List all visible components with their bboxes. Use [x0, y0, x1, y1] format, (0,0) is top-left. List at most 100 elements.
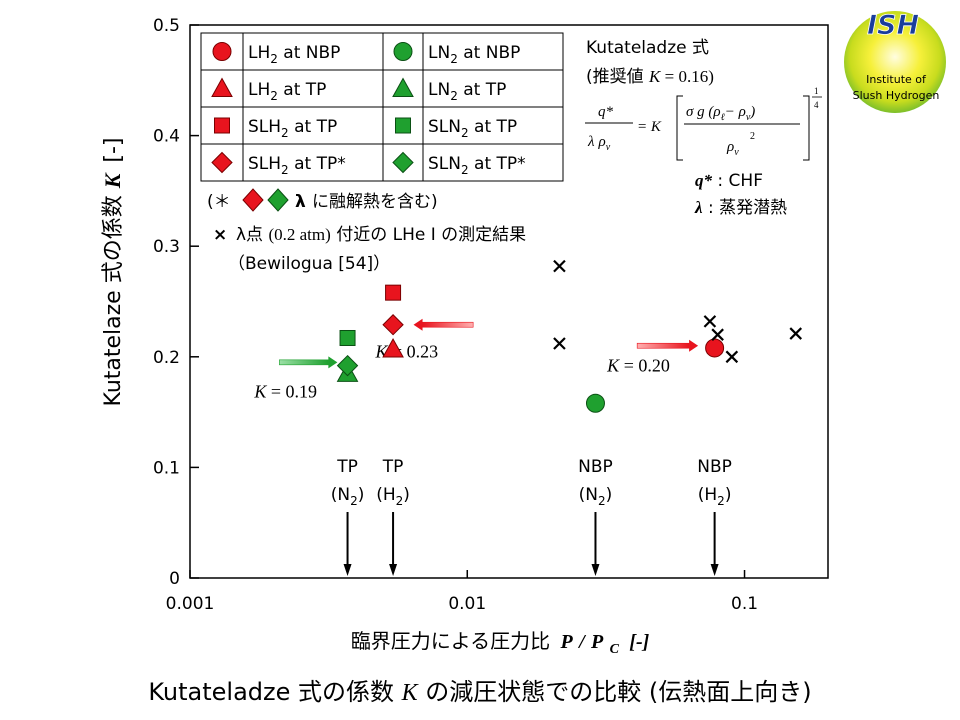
formula-lhs-den-rho: ρ: [598, 134, 606, 150]
lhe_lambda-point: [703, 315, 717, 328]
lhe-note-text: λ点 (0.2 atm) 付近の LHe Ⅰ の測定結果: [236, 225, 526, 245]
annotation-value: = 0.19: [266, 381, 317, 401]
slh2_tp_star-point: [382, 314, 404, 336]
ish-logo-text: ISH: [867, 10, 919, 41]
ref-line-label-main: (H: [376, 485, 395, 505]
formula-bracket-left: [676, 95, 683, 161]
ish-logo-circle: [844, 11, 946, 113]
legend-label-tail: at TP: [469, 117, 518, 137]
ref-line-label: (N2): [579, 485, 613, 508]
ln2_nbp-point: [585, 393, 605, 413]
legend-label: LH2 at TP: [248, 80, 326, 103]
ish-logo-line1: Institute of: [866, 73, 927, 86]
legend-label-tail: at TP: [278, 80, 327, 100]
formula-rhs-num-sub2: v: [746, 112, 751, 123]
legend-label-sub: 2: [270, 89, 278, 103]
formula-subtitle: (推奨値 K = 0.16): [586, 67, 714, 87]
y-axis: 0 0.1 0.2 0.3 0.4 0.5: [153, 16, 199, 589]
legend-label: SLH2 at TP*: [248, 154, 346, 177]
legend-markers: [211, 42, 414, 174]
legend-label: LH2 at NBP: [248, 43, 340, 66]
formula-title: Kutateladze 式: [586, 38, 709, 58]
annotation-arrow-head-icon: [413, 318, 423, 331]
lhe-note: × λ点 (0.2 atm) 付近の LHe Ⅰ の測定結果 （Bewilogu…: [213, 225, 526, 274]
formula-subtitle-open: (推奨値: [586, 67, 649, 87]
lhe-note-ref: （Bewilogua [54]）: [228, 254, 390, 274]
formula-rhs-num-a: σ g (ρ: [686, 104, 721, 120]
y-tick-label: 0.3: [153, 237, 180, 257]
annotation-value: = 0.20: [619, 356, 670, 376]
formula-bracket-right: [803, 95, 810, 161]
ref-line-label-close: ): [358, 485, 365, 505]
annotation-label: K = 0.23: [375, 342, 439, 362]
arrow-down-icon: [343, 564, 352, 576]
x-axis-label-var-num: P: [560, 631, 574, 653]
formula-rhs-den-rho: ρ: [726, 139, 734, 155]
ref-line-label: (N2): [331, 485, 365, 508]
annotation-var: K: [253, 381, 267, 401]
formula-rhs-num-sub1: ℓ: [721, 112, 725, 123]
lhe_lambda-point: [711, 328, 724, 341]
green-diamond-icon: [267, 188, 289, 212]
formula-subtitle-var: K: [648, 67, 662, 86]
legend-label-main: LN: [428, 43, 450, 63]
legend-label-sub: 2: [461, 126, 469, 140]
ref-line-label-top: TP: [382, 457, 404, 477]
legend-label-sub: 2: [450, 52, 458, 66]
x-axis-label-unit: [-]: [629, 631, 649, 653]
ref-line-label: (H2): [376, 485, 410, 508]
ref-line-label: (H2): [698, 485, 732, 508]
legend-label-main: LH: [248, 80, 270, 100]
legend-label: LN2 at NBP: [428, 43, 520, 66]
legend-label: SLN2 at TP*: [428, 154, 526, 177]
formula-exp-den: 4: [814, 100, 819, 110]
ref-line-label-top: NBP: [578, 457, 613, 477]
arrow-down-icon: [710, 564, 719, 576]
formula-rhs-den-sub: v: [734, 147, 739, 158]
annotation-label: K = 0.19: [253, 381, 317, 401]
legend-label-sub: 2: [270, 52, 278, 66]
annotations: K = 0.19 K = 0.23 K = 0.20: [253, 318, 699, 401]
caption-suffix: の減圧状態での比較 (伝熱面上向き): [418, 678, 812, 706]
x-tick-label: 0.001: [166, 594, 215, 614]
formula-lhs-num: q*: [598, 104, 614, 120]
ref-line-label-close: ): [725, 485, 732, 505]
x-axis-label-prefix: 臨界圧力による圧力比: [351, 629, 550, 653]
legend-label: SLH2 at TP: [248, 117, 337, 140]
legend-marker-lh2_nbp: [212, 42, 232, 61]
x-axis-label-var-sub: C: [610, 642, 620, 657]
ref-line-label-sub: 2: [717, 494, 725, 508]
red-diamond-icon: [242, 188, 264, 212]
formula-lhs-den-lambda: λ: [587, 134, 595, 150]
legend-label-sub: 2: [450, 89, 458, 103]
y-axis-label: Kutatelaze 式の係数 K [-]: [100, 137, 126, 406]
lh2_nbp-point: [705, 338, 725, 358]
formula-lambda-def: λ : 蒸発潜熱: [694, 198, 787, 218]
legend-label-main: SLH: [248, 154, 281, 174]
ref-line-label-close: ): [403, 485, 410, 505]
ref-line-label-main: (N: [579, 485, 598, 505]
ish-logo-line2: Slush Hydrogen: [853, 89, 940, 102]
annotation-arrow-body: [422, 321, 474, 328]
y-axis-label-unit: [-]: [101, 137, 126, 162]
legend-marker-slh2_tp_star: [211, 151, 233, 174]
legend-label-sub: 2: [281, 163, 289, 177]
lh2_tp-point: [382, 338, 404, 358]
star-note: (＊ λ に融解熱を含む): [207, 188, 438, 212]
lhe-note-paren: (0.2 atm): [268, 225, 330, 244]
legend-label: LN2 at TP: [428, 80, 506, 103]
legend-label-sub: 2: [281, 126, 289, 140]
formula-rhs-den: ρv: [726, 139, 739, 158]
lhe_lambda-point: [725, 350, 739, 364]
formula-q-desc: : CHF: [712, 171, 763, 191]
star-note-open: (＊: [207, 192, 231, 212]
legend-marker-ln2_tp: [392, 77, 414, 97]
legend-marker-lh2_tp: [211, 77, 233, 97]
legend-label: SLN2 at TP: [428, 117, 517, 140]
star-note-lambda: λ: [295, 192, 306, 212]
ref-line-label-sub: 2: [598, 494, 606, 508]
x-tick-label: 0.01: [448, 594, 486, 614]
ref-line-label-sub: 2: [350, 494, 358, 508]
formula-exp-num: 1: [814, 86, 819, 96]
